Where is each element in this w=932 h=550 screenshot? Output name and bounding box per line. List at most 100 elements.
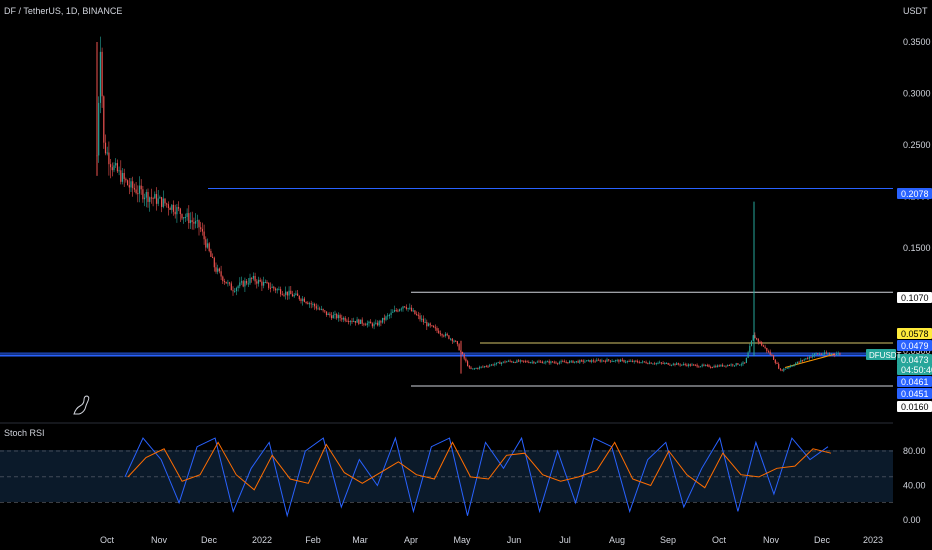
- candle-body: [257, 279, 260, 284]
- time-axis-label: 2023: [863, 535, 883, 545]
- candle-body: [749, 345, 751, 353]
- candle-body: [705, 365, 707, 367]
- candle-body: [599, 360, 601, 362]
- candle-body: [103, 96, 105, 143]
- candle-body: [315, 306, 317, 309]
- candle-body: [837, 353, 839, 355]
- candle-body: [140, 185, 142, 190]
- candle-body: [625, 361, 627, 363]
- candle-body: [300, 299, 302, 301]
- candle-body: [200, 227, 202, 229]
- candle-body: [791, 365, 793, 367]
- candle-body: [506, 361, 508, 363]
- candle-body: [747, 352, 749, 358]
- candle-body: [810, 356, 812, 358]
- candle-body: [694, 364, 696, 366]
- candle-body: [380, 321, 382, 323]
- candle-body: [812, 355, 814, 358]
- candle-body: [290, 290, 292, 295]
- candle-body: [594, 361, 596, 363]
- candle-body: [596, 359, 598, 362]
- candle-body: [453, 340, 455, 342]
- candle-body: [132, 181, 134, 189]
- candle-body: [348, 321, 350, 323]
- candle-body: [648, 362, 651, 364]
- candle-body: [739, 364, 741, 366]
- candle-body: [543, 362, 545, 364]
- candle-body: [665, 362, 668, 364]
- candle-body: [206, 243, 209, 248]
- time-axis-label: Oct: [100, 535, 115, 545]
- dino-icon: [73, 395, 90, 415]
- candle-body: [482, 366, 484, 368]
- candle-body: [152, 197, 154, 199]
- candle-body: [710, 366, 712, 368]
- candle-body: [195, 221, 197, 224]
- horizontal-levels: [0, 187, 893, 387]
- indicator-label: Stoch RSI: [4, 428, 45, 438]
- candle-body: [512, 362, 515, 364]
- candle-body: [127, 180, 129, 186]
- candle-body: [317, 308, 319, 310]
- time-axis-label: Sep: [660, 535, 676, 545]
- candle-body: [756, 338, 758, 340]
- candle-body: [271, 286, 273, 288]
- candle-body: [150, 197, 152, 199]
- candle-body: [701, 364, 703, 367]
- candle-body: [722, 364, 724, 367]
- candle-body: [268, 282, 270, 288]
- candle-body: [723, 365, 725, 367]
- candle-body: [358, 319, 360, 324]
- candle-body: [591, 360, 593, 363]
- candle-body: [691, 364, 693, 366]
- candle-body: [582, 360, 584, 362]
- candle-body: [108, 152, 110, 165]
- candle-body: [395, 309, 397, 311]
- candle-body: [684, 364, 686, 366]
- candle-body: [431, 325, 433, 327]
- candle-body: [404, 306, 406, 308]
- candle-body: [611, 361, 613, 363]
- candle-body: [342, 317, 345, 320]
- candle-body: [631, 360, 634, 362]
- candle-body: [424, 321, 426, 323]
- candle-body: [635, 360, 637, 362]
- candle-body: [672, 363, 674, 365]
- price-tag-bg: [897, 340, 932, 351]
- candle-body: [193, 221, 195, 224]
- candle-body: [179, 208, 181, 215]
- candle-body: [239, 282, 241, 287]
- price-tag-bg: [897, 401, 932, 412]
- candle-body: [128, 185, 130, 188]
- candle-body: [215, 267, 217, 272]
- candle-body: [419, 315, 421, 320]
- candle-body: [110, 164, 112, 168]
- candle-body: [213, 257, 215, 268]
- candle-body: [766, 347, 768, 352]
- candle-body: [349, 321, 351, 323]
- candle-body: [263, 282, 265, 286]
- candle-body: [523, 360, 525, 362]
- candle-body: [234, 291, 236, 293]
- candle-body: [494, 364, 496, 366]
- candle-body: [201, 228, 203, 232]
- candle-body: [227, 282, 229, 284]
- candle-body: [655, 362, 657, 364]
- candle-body: [273, 286, 275, 289]
- candle-body: [222, 276, 224, 282]
- price-tick-label: 0.3000: [903, 89, 931, 99]
- candle-body: [579, 360, 581, 363]
- stoch-d-line: [127, 441, 832, 491]
- time-axis-label: Feb: [305, 535, 321, 545]
- candle-body: [417, 314, 419, 316]
- price-tag-bg: [897, 376, 932, 387]
- candle-body: [771, 354, 773, 356]
- candle-body: [164, 198, 166, 204]
- candle-body: [281, 294, 283, 296]
- candle-body: [371, 323, 373, 327]
- candle-body: [189, 220, 192, 224]
- candle-body: [444, 333, 447, 336]
- price-tag-label: 0.0451: [901, 389, 929, 399]
- candle-body: [698, 366, 700, 368]
